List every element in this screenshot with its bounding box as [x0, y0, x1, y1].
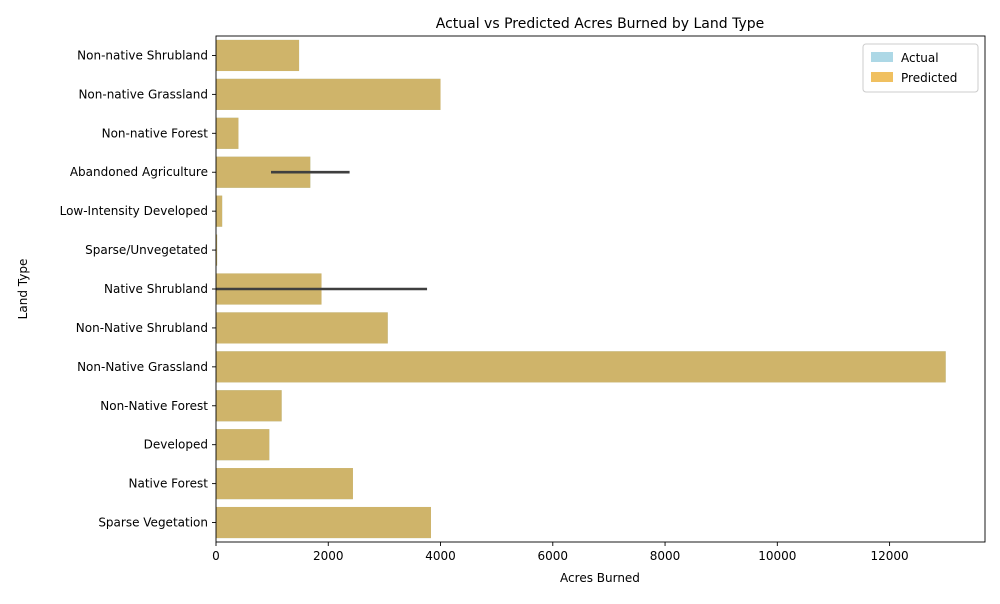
x-tick-label: 6000 [538, 549, 569, 563]
x-tick-label: 8000 [650, 549, 681, 563]
bar-predicted [216, 429, 270, 461]
y-tick-label: Non-native Forest [102, 126, 209, 140]
bar-predicted [216, 195, 223, 227]
x-tick-label: 12000 [870, 549, 908, 563]
legend-label: Actual [901, 51, 939, 65]
y-tick-label: Sparse/Unvegetated [85, 243, 208, 257]
y-tick-label: Native Shrubland [104, 282, 208, 296]
bar-predicted [216, 506, 431, 539]
x-tick-label: 10000 [758, 549, 796, 563]
chart-title: Actual vs Predicted Acres Burned by Land… [436, 16, 765, 32]
y-tick-label: Native Forest [129, 477, 209, 491]
x-tick-label: 4000 [425, 549, 456, 563]
y-tick-label: Low-Intensity Developed [60, 204, 208, 218]
x-axis-label: Acres Burned [560, 571, 640, 585]
y-axis-ticks: Non-native Shrubland Non-native Grassland… [60, 48, 216, 530]
legend-swatch [871, 52, 893, 62]
legend: Actual Predicted [862, 43, 979, 93]
y-axis-label: Land Type [16, 259, 30, 320]
bar-predicted [216, 468, 353, 500]
x-tick-label: 0 [212, 549, 220, 563]
plot-frame [215, 35, 986, 543]
y-tick-label: Developed [144, 438, 208, 452]
bar-predicted [216, 234, 218, 266]
y-tick-label: Abandoned Agriculture [70, 165, 208, 179]
bar-predicted [216, 390, 282, 422]
bar-predicted [216, 39, 300, 72]
plot-area [216, 39, 946, 539]
legend-swatch [871, 72, 893, 82]
y-tick-label: Non-Native Grassland [77, 360, 208, 374]
x-tick-label: 2000 [313, 549, 344, 563]
y-tick-label: Non-native Grassland [78, 87, 208, 101]
y-tick-label: Non-Native Forest [100, 399, 208, 413]
bar-predicted [216, 117, 239, 149]
y-tick-label: Non-Native Shrubland [76, 321, 208, 335]
y-tick-label: Non-native Shrubland [77, 48, 208, 62]
bar-predicted [216, 312, 388, 344]
bar-predicted [216, 351, 946, 383]
y-tick-label: Sparse Vegetation [98, 516, 208, 530]
bar-predicted [216, 78, 441, 110]
x-axis-ticks: 0 2000 4000 6000 8000 10000 12000 [212, 542, 909, 563]
legend-label: Predicted [901, 71, 957, 85]
